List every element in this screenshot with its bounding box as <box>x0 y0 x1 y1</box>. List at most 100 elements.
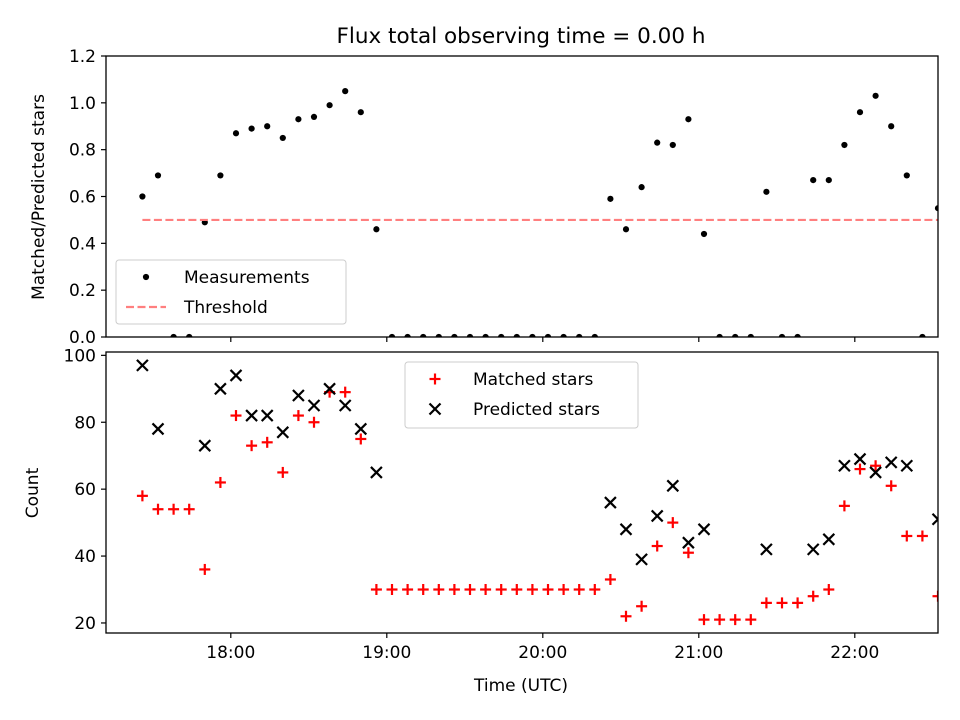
matched-star-point <box>261 436 273 448</box>
matched-star-point <box>760 597 772 609</box>
measurement-point <box>544 333 552 337</box>
measurement-point <box>685 116 692 123</box>
legend-0: Measurements Threshold <box>115 259 347 325</box>
predicted-star-point <box>604 496 617 509</box>
measurement-point <box>404 333 411 337</box>
top-y-axis-label: Matched/Predicted stars <box>29 94 49 300</box>
x-tick-label: 19:00 <box>362 643 411 663</box>
matched-star-point <box>355 433 367 445</box>
figure-title: Flux total observing time = 0.00 h <box>337 24 706 49</box>
matched-star-point <box>870 460 882 472</box>
predicted-star-point <box>806 543 820 556</box>
predicted-star-point <box>869 466 882 479</box>
matched-star-point <box>495 584 507 596</box>
legend-label: Predicted stars <box>473 400 600 420</box>
matched-star-point <box>214 476 226 488</box>
measurement-point <box>310 113 318 120</box>
matched-star-point <box>417 584 429 596</box>
measurement-point <box>232 130 240 137</box>
predicted-star-point <box>229 369 243 382</box>
measurement-point <box>919 333 926 337</box>
legend-marker-predicted <box>428 402 442 416</box>
matched-star-point <box>464 584 476 596</box>
measurement-point <box>732 333 739 337</box>
predicted-star-point <box>198 439 212 452</box>
predicted-star-point <box>884 456 898 469</box>
matched-star-point <box>308 416 320 428</box>
matched-star-point <box>339 386 351 398</box>
matched-star-point <box>292 410 304 422</box>
matched-star-point <box>402 584 414 596</box>
measurement-point <box>451 333 458 337</box>
y-tick-label: 100 <box>64 346 96 366</box>
measurement-point <box>373 226 380 233</box>
measurement-point <box>607 195 614 202</box>
y-tick-label: 20 <box>74 614 96 634</box>
measurement-point <box>747 333 754 337</box>
legend-label: Threshold <box>183 298 268 318</box>
predicted-star-point <box>900 459 914 473</box>
measurement-point <box>279 134 286 142</box>
predicted-star-point <box>370 466 383 479</box>
y-tick-label: 0.0 <box>69 328 96 348</box>
matched-star-point <box>620 610 632 622</box>
predicted-star-point <box>822 533 836 546</box>
matched-star-point <box>667 517 679 529</box>
predicted-star-point <box>245 409 258 422</box>
y-tick-label: 0.2 <box>69 281 96 301</box>
x-tick-label: 18:00 <box>206 643 255 663</box>
measurement-point <box>638 184 645 191</box>
measurement-point <box>513 333 520 337</box>
measurement-point <box>186 333 193 337</box>
predicted-star-point <box>151 422 165 436</box>
matched-star-point <box>199 563 211 575</box>
measurement-point <box>700 230 708 238</box>
measurement-point <box>560 333 567 337</box>
matched-star-point <box>558 584 570 596</box>
matched-star-point <box>636 600 648 612</box>
predicted-star-point <box>760 543 773 556</box>
matched-star-point <box>885 480 897 492</box>
matched-star-point <box>932 590 938 602</box>
y-tick-label: 0.4 <box>69 234 96 254</box>
measurement-point <box>154 172 162 179</box>
matched-star-point <box>745 614 757 626</box>
measurement-point <box>326 102 333 109</box>
measurement-point <box>498 333 505 337</box>
legend-marker-measurements <box>142 273 150 281</box>
legend-box <box>404 361 639 429</box>
predicted-star-point <box>260 409 274 422</box>
measurement-point <box>669 141 676 149</box>
predicted-star-point <box>136 359 149 372</box>
predicted-star-point <box>666 479 680 493</box>
measurement-point <box>591 333 598 337</box>
matched-star-point <box>168 503 180 515</box>
matched-star-point <box>480 584 492 596</box>
legend-1: Matched stars Predicted stars <box>404 361 639 429</box>
measurement-point <box>794 333 801 337</box>
bottom-y-axis-label: Count <box>23 467 43 518</box>
plot-area-0 <box>139 88 938 337</box>
predicted-star-point <box>931 512 938 526</box>
matched-star-point <box>573 584 585 596</box>
matched-star-point <box>448 584 460 596</box>
matched-star-point <box>854 463 866 475</box>
measurement-point <box>856 109 864 116</box>
matched-star-point <box>714 614 726 626</box>
predicted-star-point <box>338 399 352 412</box>
matched-star-point <box>511 584 523 596</box>
predicted-star-point <box>307 399 321 412</box>
matched-star-point <box>916 530 928 542</box>
matched-star-point <box>948 514 959 525</box>
matched-star-point <box>246 440 258 452</box>
measurement-point <box>934 205 938 212</box>
measurement-point <box>622 226 630 233</box>
measurement-point <box>139 193 146 200</box>
measurement-point <box>825 177 832 184</box>
measurement-point <box>264 123 271 130</box>
predicted-star-point <box>697 523 711 536</box>
matched-star-point <box>729 614 741 626</box>
measurement-point <box>342 88 349 95</box>
measurement-point <box>716 333 723 337</box>
measurement-point <box>529 333 536 337</box>
